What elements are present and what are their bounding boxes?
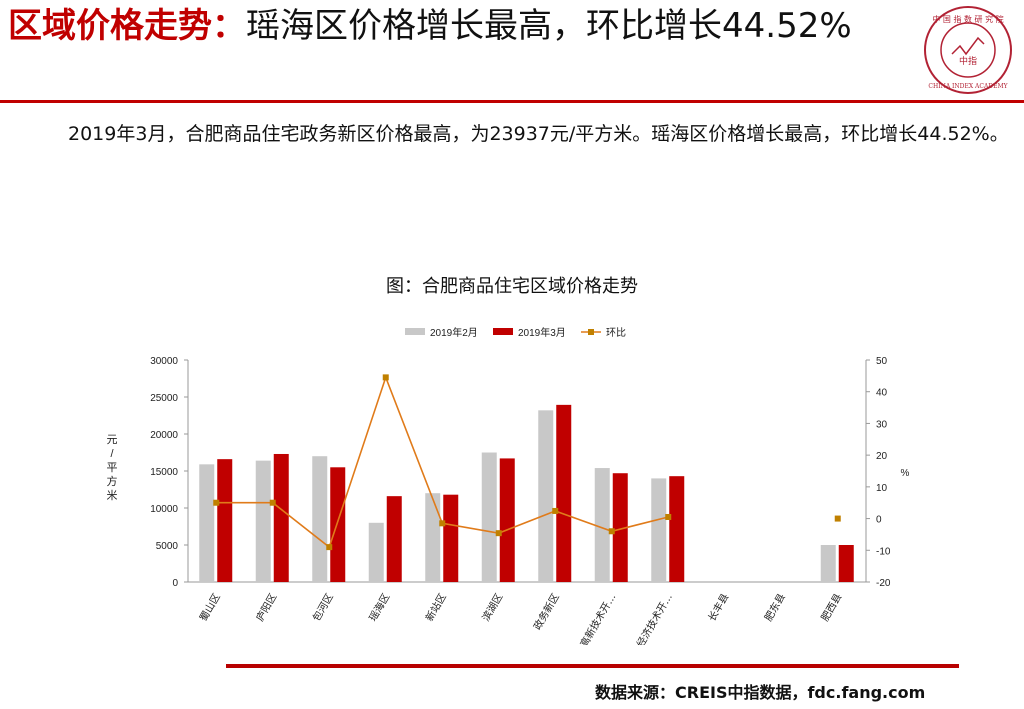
mom-change-point — [326, 544, 333, 551]
y-left-tick-label: 25000 — [150, 393, 178, 404]
y-right-tick-label: 10 — [876, 483, 888, 494]
y-left-axis-label-char: / — [110, 448, 114, 460]
x-category-label: 瑶海区 — [366, 591, 392, 623]
y-left-tick-label: 0 — [172, 578, 178, 589]
mom-change-point — [439, 520, 446, 527]
x-category-label: 肥东县 — [762, 591, 788, 623]
bar-feb — [368, 522, 384, 582]
bar-feb — [255, 460, 271, 582]
y-right-tick-label: 50 — [876, 356, 888, 367]
bar-mar — [386, 496, 402, 582]
summary-paragraph: 2019年3月，合肥商品住宅政务新区价格最高，为23937元/平方米。瑶海区价格… — [30, 116, 1010, 152]
summary-text: 2019年3月，合肥商品住宅政务新区价格最高，为23937元/平方米。瑶海区价格… — [68, 123, 1009, 145]
bar-mar — [443, 494, 459, 582]
y-right-tick-label: -10 — [876, 546, 891, 557]
bar-mar — [556, 404, 572, 582]
bar-feb — [538, 410, 554, 582]
data-source: 数据来源：CREIS中指数据，fdc.fang.com — [595, 683, 926, 702]
mom-change-point — [269, 499, 276, 506]
y-right-tick-label: 40 — [876, 388, 888, 399]
mom-change-point — [382, 374, 389, 381]
bar-feb — [425, 493, 441, 582]
legend-swatch — [493, 328, 513, 335]
bar-mar — [669, 476, 685, 582]
bar-mar — [499, 458, 515, 582]
bar-feb — [312, 456, 328, 582]
x-category-label: 包河区 — [310, 591, 336, 623]
legend-marker — [588, 329, 594, 335]
page-title: 区域价格走势：瑶海区价格增长最高，环比增长44.52% — [8, 6, 908, 46]
bar-feb — [199, 464, 215, 582]
y-left-axis-label-char: 米 — [107, 489, 118, 502]
bar-mar — [273, 453, 289, 582]
y-left-axis-label-char: 元 — [107, 434, 118, 446]
x-category-label: 长丰县 — [705, 591, 731, 623]
y-left-tick-label: 10000 — [150, 504, 178, 515]
bar-feb — [594, 468, 610, 582]
title-divider — [0, 100, 1024, 103]
x-category-label: 新站区 — [423, 591, 449, 623]
x-category-label: 蜀山区 — [197, 592, 222, 624]
mom-change-point — [495, 530, 502, 537]
y-left-axis-label-char: 方 — [107, 474, 118, 488]
y-left-tick-label: 20000 — [150, 430, 178, 441]
china-index-academy-logo-icon: 中 国 指 数 研 究 院 中指 CHINA INDEX ACADEMY — [924, 6, 1012, 94]
bar-mar — [330, 467, 346, 582]
legend-label: 环比 — [606, 327, 626, 339]
legend-swatch — [405, 328, 425, 335]
legend-label: 2019年3月 — [518, 326, 566, 339]
x-category-label: 高新技术开… — [577, 591, 618, 645]
mom-change-point — [552, 507, 559, 514]
x-category-label: 庐阳区 — [253, 591, 279, 623]
page-title-highlight: 区域价格走势： — [8, 6, 246, 46]
y-right-tick-label: 30 — [876, 419, 888, 430]
y-right-tick-label: 0 — [876, 515, 882, 526]
x-category-label: 肥西县 — [819, 592, 844, 624]
price-trend-chart: 0 5000 10000 15000 20000 25000 30000 -20 -10 0 10 2… — [107, 326, 910, 645]
y-right-tick-label: -20 — [876, 578, 891, 589]
y-left-tick-label: 15000 — [150, 467, 178, 478]
bar-mar — [612, 473, 628, 582]
mom-change-point — [213, 499, 220, 506]
chart-title: 图：合肥商品住宅区域价格走势 — [386, 276, 638, 297]
y-right-tick-label: 20 — [876, 451, 888, 462]
y-right-axis-label: % — [901, 468, 910, 479]
logo-top-text: 中 国 指 数 研 究 院 — [932, 14, 1003, 24]
footer-divider — [226, 664, 959, 668]
logo-bottom-text: CHINA INDEX ACADEMY — [928, 83, 1008, 90]
page-title-rest: 瑶海区价格增长最高，环比增长44.52% — [246, 6, 852, 46]
mom-change-point — [608, 528, 615, 535]
mom-change-point — [665, 513, 672, 520]
bar-mar — [217, 459, 233, 582]
x-category-label: 经济技术开… — [634, 591, 675, 645]
bar-feb — [820, 545, 836, 582]
y-left-tick-label: 5000 — [156, 541, 179, 552]
legend-label: 2019年2月 — [430, 326, 478, 339]
bar-mar — [838, 545, 854, 582]
bar-feb — [651, 478, 667, 582]
mom-change-point — [834, 515, 841, 522]
x-category-label: 政务新区 — [531, 591, 562, 632]
y-left-axis-label-char: 平 — [107, 462, 118, 474]
x-category-label: 滨湖区 — [479, 591, 505, 623]
bar-feb — [481, 452, 497, 582]
logo-center-text: 中指 — [959, 55, 977, 67]
y-left-tick-label: 30000 — [150, 356, 178, 367]
